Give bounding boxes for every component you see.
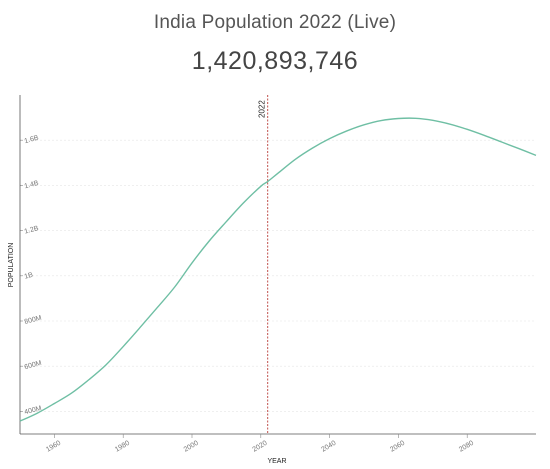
y-tick-label: 600M	[24, 360, 43, 371]
current-year-marker: 2022	[258, 95, 269, 434]
x-tick-label: 2000	[183, 440, 200, 454]
x-tick-label: 2080	[458, 440, 475, 454]
live-population-counter: 1,420,893,746	[191, 47, 359, 75]
grid-lines	[20, 139, 536, 412]
marker-label: 2022	[258, 100, 267, 118]
x-axis-title: YEAR	[267, 458, 286, 465]
axes: 400M 600M 800M 1B 1.2B 1.4B 1.6B 1960 1980 2000 20…	[19, 95, 536, 454]
y-tick-label: 1.6B	[24, 135, 40, 146]
y-tick-label: 1.4B	[24, 180, 40, 191]
chart-title: India Population 2022 (Live)	[153, 12, 397, 33]
y-tick-label: 1.2B	[24, 225, 40, 236]
y-tick-label: 1B	[24, 272, 34, 281]
x-tick-label: 2040	[320, 440, 337, 454]
x-tick-label: 1980	[114, 440, 131, 454]
x-tick-label: 2020	[252, 440, 269, 454]
y-axis-title: POPULATION	[8, 243, 15, 288]
series-layer	[19, 117, 537, 422]
x-tick-label: 1960	[45, 440, 62, 454]
y-tick-label: 400M	[24, 405, 43, 416]
y-tick-label: 800M	[24, 315, 43, 326]
population-line	[19, 117, 537, 422]
x-tick-label: 2060	[389, 440, 406, 454]
